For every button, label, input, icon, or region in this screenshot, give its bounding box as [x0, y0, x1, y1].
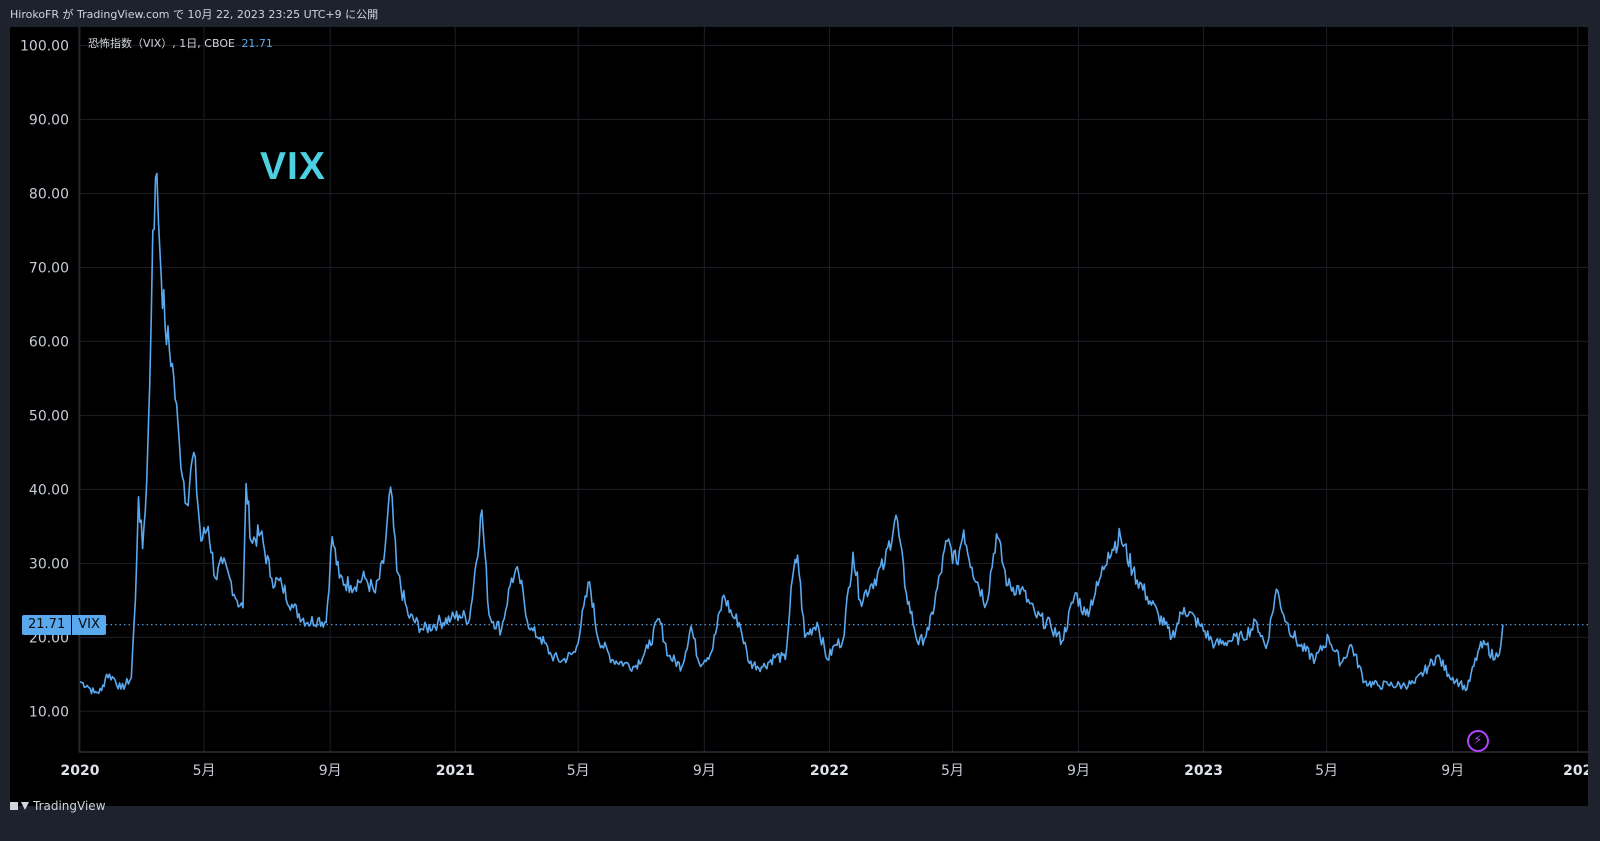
- last-price-value: 21.71: [22, 614, 72, 635]
- x-tick-label: 9月: [319, 763, 342, 779]
- x-tick-label: 2023: [1184, 763, 1223, 779]
- x-tick-label: 5月: [193, 763, 216, 779]
- tradingview-logo-icon: [10, 800, 29, 812]
- footer: TradingView: [10, 799, 106, 813]
- x-tick-label: 2022: [810, 763, 849, 779]
- x-tick-label: 9月: [1067, 763, 1090, 779]
- y-tick-label: 30.00: [29, 556, 69, 572]
- y-tick-label: 70.00: [29, 260, 69, 276]
- y-tick-label: 90.00: [29, 112, 69, 128]
- legend-last-value: 21.71: [241, 37, 273, 50]
- last-price-tag: 21.71 VIX: [22, 614, 106, 635]
- vix-chart[interactable]: 10.0020.0030.0040.0050.0060.0070.0080.00…: [10, 27, 1588, 806]
- publish-header: HirokoFR が TradingView.com で 10月 22, 202…: [10, 8, 379, 21]
- y-tick-label: 40.00: [29, 482, 69, 498]
- x-tick-label: 202: [1563, 763, 1588, 779]
- y-tick-label: 10.00: [29, 704, 69, 720]
- last-price-label: VIX: [72, 614, 106, 635]
- x-tick-label: 9月: [1441, 763, 1464, 779]
- x-tick-label: 9月: [693, 763, 716, 779]
- y-tick-label: 60.00: [29, 334, 69, 350]
- chart-panel[interactable]: 10.00 20.00 30.00 40.00 50.00 60.00 70.00 80.00…: [10, 27, 1588, 806]
- lightning-icon[interactable]: ⚡: [1467, 730, 1489, 752]
- y-tick-label: 80.00: [29, 186, 69, 202]
- y-tick-label: 100.00: [20, 38, 69, 54]
- y-tick-label: 50.00: [29, 408, 69, 424]
- legend-symbol: 恐怖指数（VIX）, 1日, CBOE: [88, 37, 235, 50]
- x-tick-label: 5月: [1315, 763, 1338, 779]
- chart-watermark: VIX: [260, 145, 326, 188]
- x-tick-label: 5月: [567, 763, 590, 779]
- x-tick-label: 5月: [941, 763, 964, 779]
- x-tick-label: 2021: [436, 763, 475, 779]
- x-tick-label: 2020: [61, 763, 100, 779]
- symbol-legend[interactable]: 恐怖指数（VIX）, 1日, CBOE 21.71: [88, 35, 273, 51]
- footer-brand: TradingView: [33, 799, 106, 813]
- vix-series-line: [79, 172, 1504, 695]
